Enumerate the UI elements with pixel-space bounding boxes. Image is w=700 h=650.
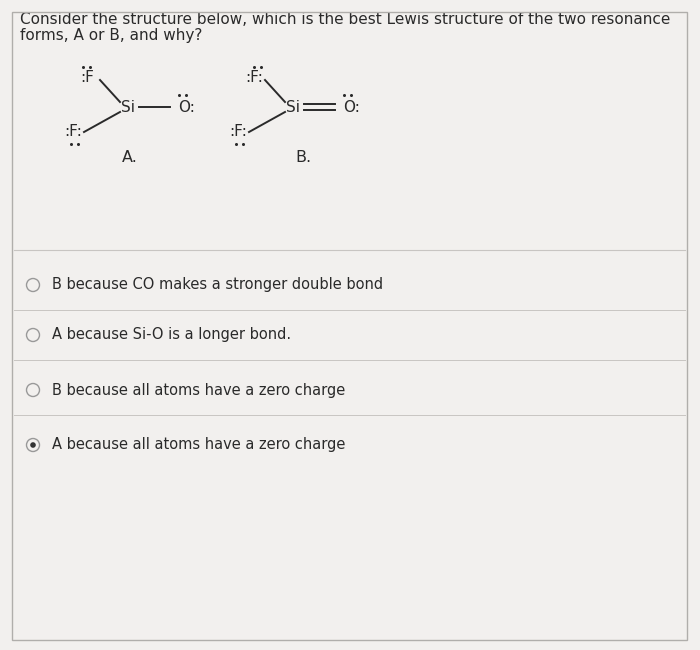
Text: forms, A or B, and why?: forms, A or B, and why? <box>20 28 202 43</box>
Text: :F: :F <box>80 70 94 86</box>
Text: :F:: :F: <box>229 125 247 140</box>
Text: :F:: :F: <box>64 125 82 140</box>
Circle shape <box>30 442 36 448</box>
Text: O:: O: <box>343 99 360 114</box>
Text: B.: B. <box>295 150 311 165</box>
Text: Si: Si <box>286 99 300 114</box>
Text: A.: A. <box>122 150 138 165</box>
Text: O:: O: <box>178 99 195 114</box>
Text: B because all atoms have a zero charge: B because all atoms have a zero charge <box>52 382 345 398</box>
Text: :F:: :F: <box>245 70 263 86</box>
Text: A because all atoms have a zero charge: A because all atoms have a zero charge <box>52 437 345 452</box>
Text: A because Si-O is a longer bond.: A because Si-O is a longer bond. <box>52 328 291 343</box>
Text: Si: Si <box>121 99 135 114</box>
Text: B because CO makes a stronger double bond: B because CO makes a stronger double bon… <box>52 278 383 292</box>
Text: Consider the structure below, which is the best Lewis structure of the two reson: Consider the structure below, which is t… <box>20 12 671 27</box>
